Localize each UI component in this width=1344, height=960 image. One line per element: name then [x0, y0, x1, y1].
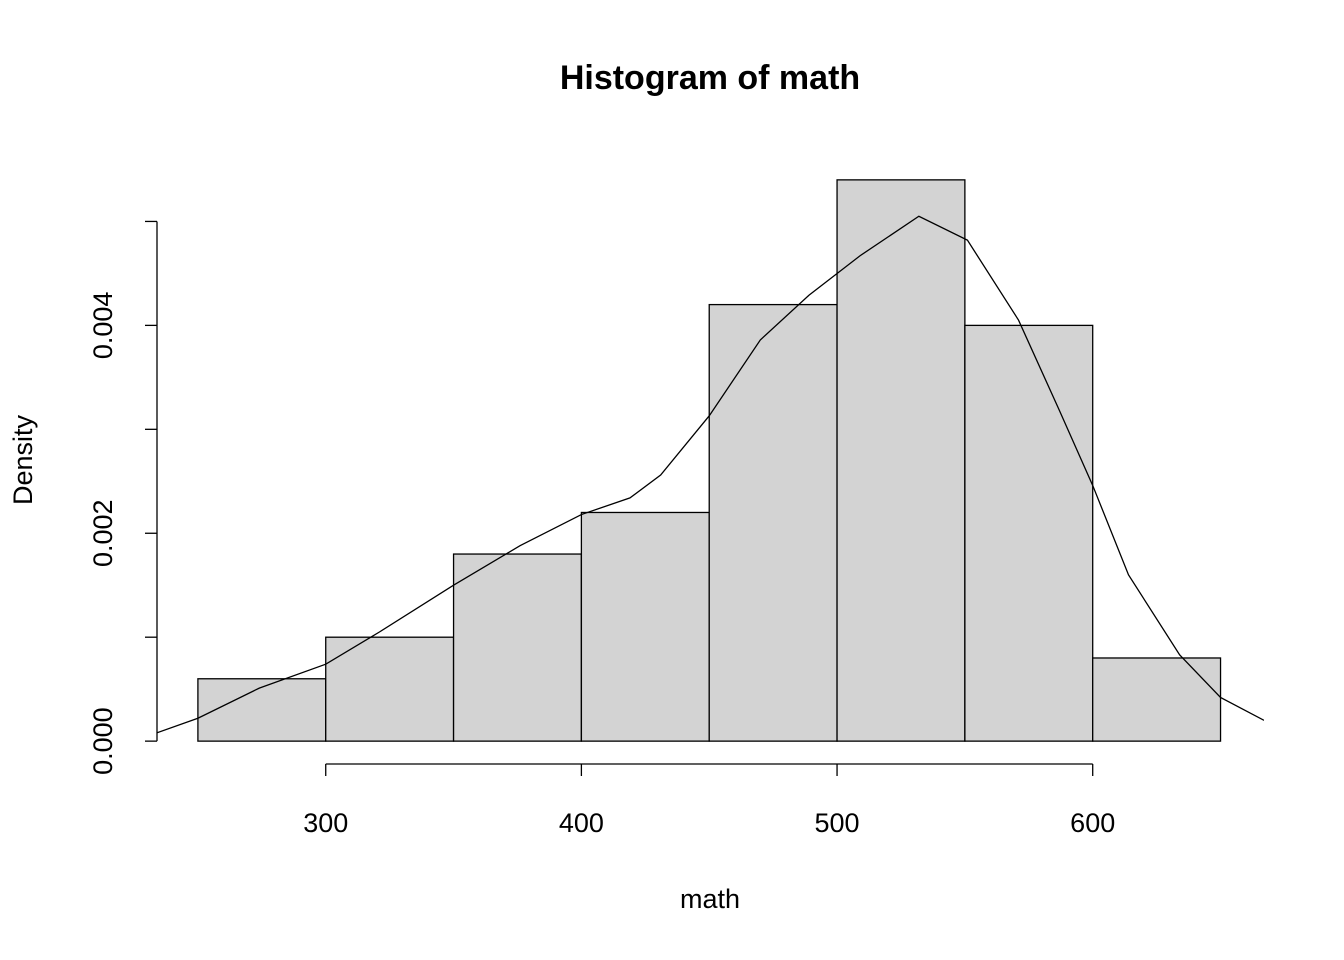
y-tick-label: 0.000 — [88, 707, 118, 775]
x-tick-label: 400 — [559, 808, 604, 838]
x-tick-label: 500 — [815, 808, 860, 838]
bar — [708, 303, 838, 742]
chart-title: Histogram of math — [560, 59, 860, 97]
x-axis-label: math — [680, 884, 740, 914]
density-line — [157, 215, 1264, 734]
bar — [964, 324, 1094, 742]
bar — [197, 678, 327, 742]
bar — [580, 511, 710, 742]
bar — [836, 179, 966, 742]
y-tick-label: 0.004 — [88, 292, 118, 360]
x-tick-label: 300 — [303, 808, 348, 838]
bar — [1092, 657, 1222, 742]
bar — [452, 553, 583, 742]
y-tick-label: 0.002 — [88, 499, 118, 567]
y-axis-label: Density — [8, 414, 38, 505]
bar — [325, 636, 455, 742]
x-tick-label: 600 — [1070, 808, 1115, 838]
